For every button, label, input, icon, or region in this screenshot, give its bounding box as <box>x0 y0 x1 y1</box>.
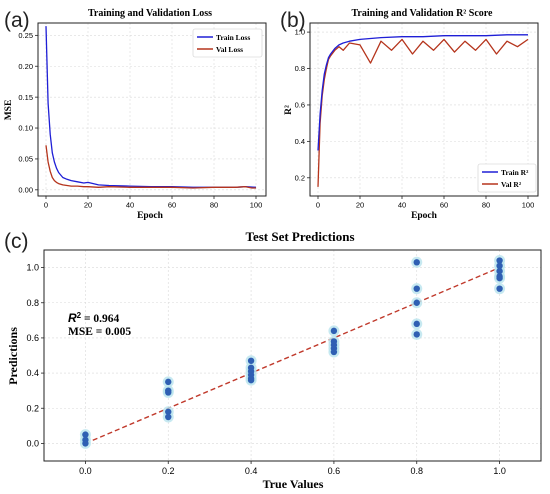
legend-train-loss-label: Train Loss <box>216 33 250 42</box>
scatter-point <box>496 257 503 264</box>
b-xtick-label: 0 <box>316 201 320 210</box>
c-xtick-label: 0.8 <box>410 466 423 476</box>
panel-b-xlabel: Epoch <box>411 211 438 221</box>
val-loss-line <box>45 145 256 189</box>
b-xtick-label: 40 <box>398 201 406 210</box>
panel-c-points <box>79 255 506 449</box>
c-xtick-label: 0.4 <box>245 466 258 476</box>
b-ytick-label: 0.4 <box>295 137 305 146</box>
r2-superscript: 2 <box>77 311 82 320</box>
scatter-point <box>496 262 503 270</box>
legend-val-r2-label: Val R² <box>501 180 522 189</box>
panel-a-title: Training and Validation Loss <box>88 8 212 19</box>
panel-c-r2-annotation: R2 = 0.964 <box>68 311 120 325</box>
panel-a: Training and Validation Loss 0 20 40 60 80 10… <box>4 8 267 221</box>
c-ytick-label: 0.0 <box>26 439 39 449</box>
scatter-point <box>165 408 172 415</box>
panel-b-frame <box>309 22 539 197</box>
scatter-point <box>413 259 420 266</box>
c-ytick-label: 0.8 <box>26 298 39 308</box>
b-ytick-label: 1.0 <box>295 28 305 37</box>
scatter-point <box>247 376 255 384</box>
panel-a-ticks: 0 20 40 60 80 100 0.00 0.05 0.10 0.15 0.20 0.25 <box>18 31 262 210</box>
scatter-point <box>82 431 89 438</box>
panel-c-frame <box>43 249 542 462</box>
a-xtick-label: 60 <box>168 201 176 210</box>
panel-c: Test Set Predictions 0.0 0.2 0.4 0.6 0.8 1.00… <box>6 229 542 491</box>
panel-b-legend: Train R² Val R² <box>477 163 537 193</box>
a-ytick-label: 0.20 <box>18 62 33 71</box>
c-xtick-label: 0.2 <box>162 466 175 476</box>
b-xtick-label: 100 <box>522 201 535 210</box>
b-xtick-label: 20 <box>356 201 364 210</box>
identity-fit-line <box>85 266 500 445</box>
legend-val-loss-label: Val Loss <box>216 45 243 54</box>
a-xtick-label: 40 <box>126 201 134 210</box>
a-ytick-label: 0.10 <box>18 124 33 133</box>
scatter-point <box>330 348 338 356</box>
b-ytick-label: 0.2 <box>295 173 305 182</box>
scatter-point <box>165 389 172 396</box>
panel-c-letter: (c) <box>4 230 29 253</box>
a-xtick-label: 80 <box>210 201 218 210</box>
panel-a-legend: Train Loss Val Loss <box>192 28 263 58</box>
c-ytick-label: 1.0 <box>26 263 39 273</box>
scatter-point <box>165 413 172 421</box>
a-ytick-label: 0.05 <box>18 155 33 164</box>
panel-a-xlabel: Epoch <box>137 211 164 221</box>
c-ytick-label: 0.6 <box>26 333 39 343</box>
panel-b-title: Training and Validation R² Score <box>352 8 494 19</box>
r2-symbol: R <box>68 311 77 325</box>
scatter-point <box>165 378 172 386</box>
panel-b-legend-box <box>477 163 537 193</box>
a-xtick-label: 100 <box>250 201 263 210</box>
c-ytick-label: 0.4 <box>26 368 39 378</box>
panel-c-mse-annotation: MSE = 0.005 <box>68 326 131 338</box>
panel-c-ylabel: Predictions <box>6 327 20 385</box>
c-xtick-label: 0.6 <box>328 466 341 476</box>
panel-b-letter: (b) <box>280 9 306 32</box>
legend-train-r2-label: Train R² <box>501 168 529 177</box>
a-ytick-label: 0.00 <box>18 185 33 194</box>
scatter-point <box>413 285 420 292</box>
panel-c-xlabel: True Values <box>263 477 324 491</box>
a-ytick-label: 0.15 <box>18 93 33 102</box>
scatter-point <box>82 440 89 447</box>
scatter-point <box>330 327 338 335</box>
panel-b-lines <box>317 34 529 187</box>
b-xtick-label: 60 <box>440 201 448 210</box>
a-ytick-label: 0.25 <box>18 31 33 40</box>
panel-c-title: Test Set Predictions <box>245 229 354 244</box>
scatter-point <box>247 357 255 364</box>
b-ytick-label: 0.8 <box>295 64 305 73</box>
a-xtick-label: 0 <box>44 201 48 210</box>
scatter-point <box>413 331 420 338</box>
panel-b-ticks: 0 20 40 60 80 100 0.2 0.4 0.6 0.8 1.0 <box>295 28 535 210</box>
scatter-point <box>413 299 420 306</box>
panel-b: Training and Validation R² Score 0 20 40 60… <box>284 8 539 221</box>
panel-a-legend-box <box>192 28 263 58</box>
panel-a-lines <box>45 26 257 189</box>
panel-b-grid <box>310 23 538 196</box>
c-ytick-label: 0.2 <box>26 403 39 413</box>
panel-a-letter: (a) <box>4 9 30 32</box>
val-r2-line <box>317 38 529 187</box>
b-xtick-label: 80 <box>482 201 490 210</box>
a-xtick-label: 20 <box>84 201 92 210</box>
panel-a-ylabel: MSE <box>4 100 14 121</box>
train-r2-line <box>317 34 528 151</box>
scatter-point <box>496 267 503 275</box>
r2-value: = 0.964 <box>81 313 119 325</box>
b-ytick-label: 0.6 <box>295 101 305 110</box>
panel-c-fit <box>85 266 500 445</box>
panel-a-frame <box>37 22 267 197</box>
c-xtick-label: 0.0 <box>79 466 92 476</box>
panel-c-ticks: 0.0 0.2 0.4 0.6 0.8 1.0 0.0 0.2 0.4 0.6 0.8 1.0 <box>26 263 505 476</box>
panel-b-ylabel: R² <box>284 105 294 115</box>
scatter-point <box>496 274 503 282</box>
scatter-point <box>496 285 503 292</box>
c-xtick-label: 1.0 <box>493 466 506 476</box>
scatter-point <box>413 320 420 328</box>
